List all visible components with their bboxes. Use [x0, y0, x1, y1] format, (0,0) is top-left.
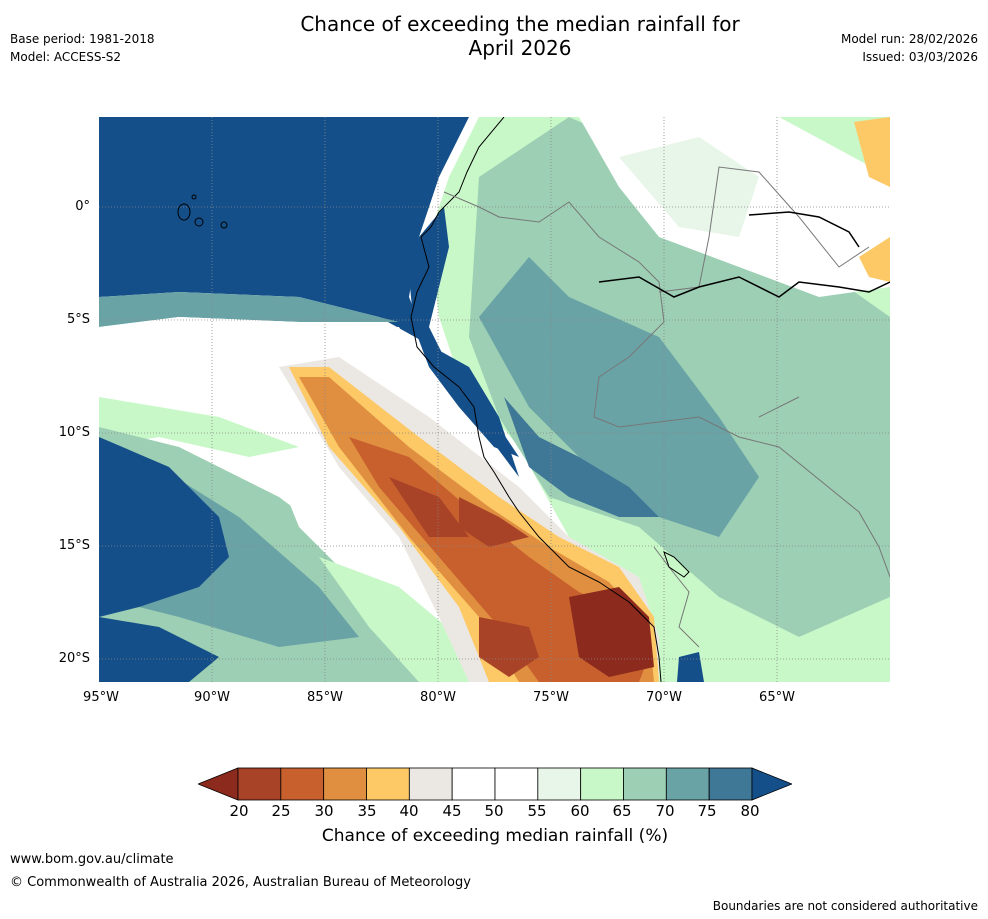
lon-label-65w: 65°W [759, 690, 795, 705]
colorbar-segment [323, 767, 367, 801]
colorbar-segment [280, 767, 325, 801]
colorbar-segment [494, 767, 539, 801]
colorbar-segment [237, 767, 282, 801]
dry-band-dark-3 [479, 617, 539, 677]
ocean-blue-north-edge [99, 292, 399, 327]
lat-label-20s: 20°S [58, 651, 90, 666]
ocean-blue-south [99, 437, 229, 617]
boundaries-disclaimer: Boundaries are not considered authoritat… [712, 899, 978, 913]
coastal-blue-strip [409, 207, 519, 457]
dry-band-darkest [569, 587, 654, 677]
rainfall-probability-map [99, 117, 890, 682]
map-title: Chance of exceeding the median rainfall … [0, 12, 988, 60]
lon-label-80w: 80°W [420, 690, 456, 705]
amazon-river [598, 276, 890, 298]
colorbar-extend-low [198, 767, 239, 801]
colorbar-tick-65: 65 [612, 802, 632, 820]
ne-orange-patch [854, 117, 890, 187]
colorbar-tick-75: 75 [697, 802, 717, 820]
graticule [99, 117, 890, 682]
country-borders [443, 166, 890, 648]
copyright-text: © Commonwealth of Australia 2026, Austra… [10, 875, 471, 890]
ocean-light-green-south [319, 557, 499, 682]
colorbar-tick-70: 70 [655, 802, 675, 820]
rio-negro [748, 211, 860, 248]
colorbar-tick-30: 30 [314, 802, 334, 820]
colorbar-tick-45: 45 [442, 802, 462, 820]
base-period: Base period: 1981-2018 [10, 32, 155, 46]
colorbar-tick-20: 20 [229, 802, 249, 820]
lat-label-0: 0° [75, 199, 90, 214]
lat-label-10s: 10°S [58, 425, 90, 440]
lon-label-75w: 75°W [533, 690, 569, 705]
colorbar [198, 767, 792, 801]
website-link[interactable]: www.bom.gov.au/climate [10, 852, 174, 867]
colorbar-tick-80: 80 [740, 802, 760, 820]
colorbar-segment [580, 767, 624, 801]
colorbar-segment [665, 767, 710, 801]
se-blue-patch [677, 652, 704, 682]
colorbar-tick-35: 35 [357, 802, 377, 820]
land-darkteal-region [479, 257, 759, 537]
meta-right: Model run: 28/02/2026 Issued: 03/03/2026 [841, 30, 978, 66]
ne-orange-patch-2 [859, 237, 890, 282]
ne-light-green [619, 137, 759, 237]
colorbar-tick-50: 50 [484, 802, 504, 820]
lon-label-85w: 85°W [307, 690, 343, 705]
land-blue-patch [504, 397, 659, 517]
colorbar-tick-60: 60 [570, 802, 590, 820]
lon-label-90w: 90°W [194, 690, 230, 705]
lat-label-15s: 15°S [58, 538, 90, 553]
lake-titicaca [663, 551, 690, 578]
issued-date: Issued: 03/03/2026 [862, 50, 978, 64]
colorbar-tick-55: 55 [527, 802, 547, 820]
ocean-blue-south-2 [99, 617, 219, 682]
title-line-2: April 2026 [468, 36, 572, 60]
dry-band-dark [389, 477, 469, 537]
model-name: Model: ACCESS-S2 [10, 50, 122, 64]
coastline [410, 117, 662, 682]
dry-band-dark-2 [459, 497, 529, 547]
colorbar-label: Chance of exceeding median rainfall (%) [321, 826, 669, 846]
colorbar-segment [408, 767, 453, 801]
colorbar-segment [708, 767, 753, 801]
title-line-1: Chance of exceeding the median rainfall … [300, 12, 740, 36]
lon-label-95w: 95°W [83, 690, 119, 705]
colorbar-segment [366, 767, 410, 801]
colorbar-segment [623, 767, 667, 801]
lon-label-70w: 70°W [646, 690, 682, 705]
lat-label-5s: 5°S [66, 312, 90, 327]
ocean-light-green-band [99, 397, 299, 457]
galapagos-islands [177, 194, 228, 229]
colorbar-segment [451, 767, 496, 801]
colorbar-segment [537, 767, 582, 801]
colorbar-extend-high [751, 767, 792, 801]
model-run-date: Model run: 28/02/2026 [840, 32, 978, 46]
colorbar-tick-25: 25 [271, 802, 291, 820]
meta-left: Base period: 1981-2018 Model: ACCESS-S2 [10, 30, 155, 66]
colorbar-tick-40: 40 [399, 802, 419, 820]
